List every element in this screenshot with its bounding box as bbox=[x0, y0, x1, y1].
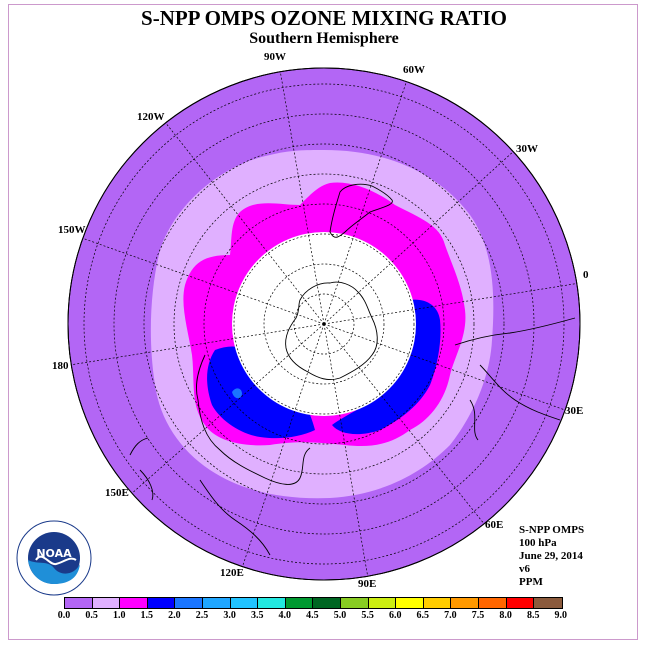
page-title: S-NPP OMPS OZONE MIXING RATIO bbox=[141, 6, 507, 30]
colorbar-swatch bbox=[478, 598, 507, 608]
colorbar-tick-label: 1.0 bbox=[112, 610, 126, 621]
page-subtitle: Southern Hemisphere bbox=[249, 30, 399, 47]
lon-label-180: 180 bbox=[52, 360, 69, 372]
info-date: June 29, 2014 bbox=[519, 550, 583, 562]
colorbar-tick-label: 9.0 bbox=[554, 610, 568, 621]
colorbar-swatch bbox=[396, 598, 424, 608]
colorbar-swatch bbox=[230, 598, 259, 608]
colorbar-swatch bbox=[202, 598, 231, 608]
colorbar-swatch bbox=[340, 598, 369, 608]
colorbar-tick-label: 8.0 bbox=[499, 610, 512, 621]
band-1-5-west bbox=[207, 346, 315, 439]
lon-label-30w: 30W bbox=[516, 143, 538, 155]
colorbar-swatch bbox=[313, 598, 341, 608]
lon-label-150e: 150E bbox=[105, 487, 129, 499]
colorbar-swatch bbox=[368, 598, 397, 608]
colorbar-swatch bbox=[506, 598, 535, 608]
colorbar-tick-label: 0.0 bbox=[57, 610, 71, 621]
longitude-labels: 90W 60W 30W 0 30E 60E 90E 120E 150E 180 … bbox=[52, 51, 589, 590]
lon-label-60e: 60E bbox=[485, 519, 503, 531]
colorbar-swatch bbox=[534, 598, 562, 608]
colorbar-swatch bbox=[147, 598, 176, 608]
colorbar-swatch bbox=[65, 598, 93, 608]
colorbar-tick-label: 0.5 bbox=[85, 610, 98, 621]
colorbar-swatch bbox=[285, 598, 314, 608]
colorbar-tick-label: 3.0 bbox=[223, 610, 236, 621]
lon-label-120e: 120E bbox=[220, 567, 244, 579]
lon-label-0: 0 bbox=[583, 269, 589, 281]
coastlines bbox=[129, 183, 576, 556]
colorbar-swatch bbox=[175, 598, 203, 608]
lon-label-30e: 30E bbox=[565, 405, 583, 417]
colorbar-tick-label: 2.0 bbox=[168, 610, 181, 621]
colorbar-swatch bbox=[423, 598, 452, 608]
colorbar-tick-label: 6.5 bbox=[416, 610, 430, 621]
colorbar-tick-label: 8.5 bbox=[526, 610, 540, 621]
lon-label-60w: 60W bbox=[403, 64, 425, 76]
lon-label-90w: 90W bbox=[264, 51, 286, 63]
colorbar-tick-label: 7.5 bbox=[471, 610, 485, 621]
colorbar-tick-label: 6.0 bbox=[388, 610, 402, 621]
band-1-0-spot bbox=[232, 388, 242, 399]
info-units: PPM bbox=[519, 576, 543, 588]
plot-frame bbox=[8, 4, 638, 640]
lon-label-150w: 150W bbox=[58, 224, 86, 236]
colorbar-tick-label: 7.0 bbox=[444, 610, 457, 621]
colorbar-swatch bbox=[92, 598, 121, 608]
lon-label-90e: 90E bbox=[358, 578, 376, 590]
colorbar bbox=[64, 597, 563, 609]
colorbar-tick-label: 5.5 bbox=[361, 610, 374, 621]
colorbar-tick-label: 2.5 bbox=[195, 610, 209, 621]
colorbar-tick-label: 4.5 bbox=[306, 610, 319, 621]
colorbar-swatch bbox=[451, 598, 479, 608]
colorbar-swatch bbox=[120, 598, 148, 608]
colorbar-tick-label: 3.5 bbox=[250, 610, 264, 621]
noaa-logo-text: NOAA bbox=[36, 547, 72, 560]
colorbar-tick-label: 4.0 bbox=[278, 610, 292, 621]
colorbar-tick-label: 5.0 bbox=[333, 610, 347, 621]
info-version: v6 bbox=[519, 563, 530, 575]
lon-label-120w: 120W bbox=[137, 111, 165, 123]
graticule bbox=[69, 69, 580, 579]
info-level: 100 hPa bbox=[519, 537, 557, 549]
noaa-logo: NOAA bbox=[16, 520, 92, 596]
pole-dot bbox=[322, 322, 326, 326]
colorbar-tick-label: 1.5 bbox=[140, 610, 154, 621]
colorbar-swatch bbox=[258, 598, 286, 608]
info-instrument: S-NPP OMPS bbox=[519, 524, 585, 536]
info-block: S-NPP OMPS 100 hPa June 29, 2014 v6 PPM bbox=[519, 524, 584, 589]
